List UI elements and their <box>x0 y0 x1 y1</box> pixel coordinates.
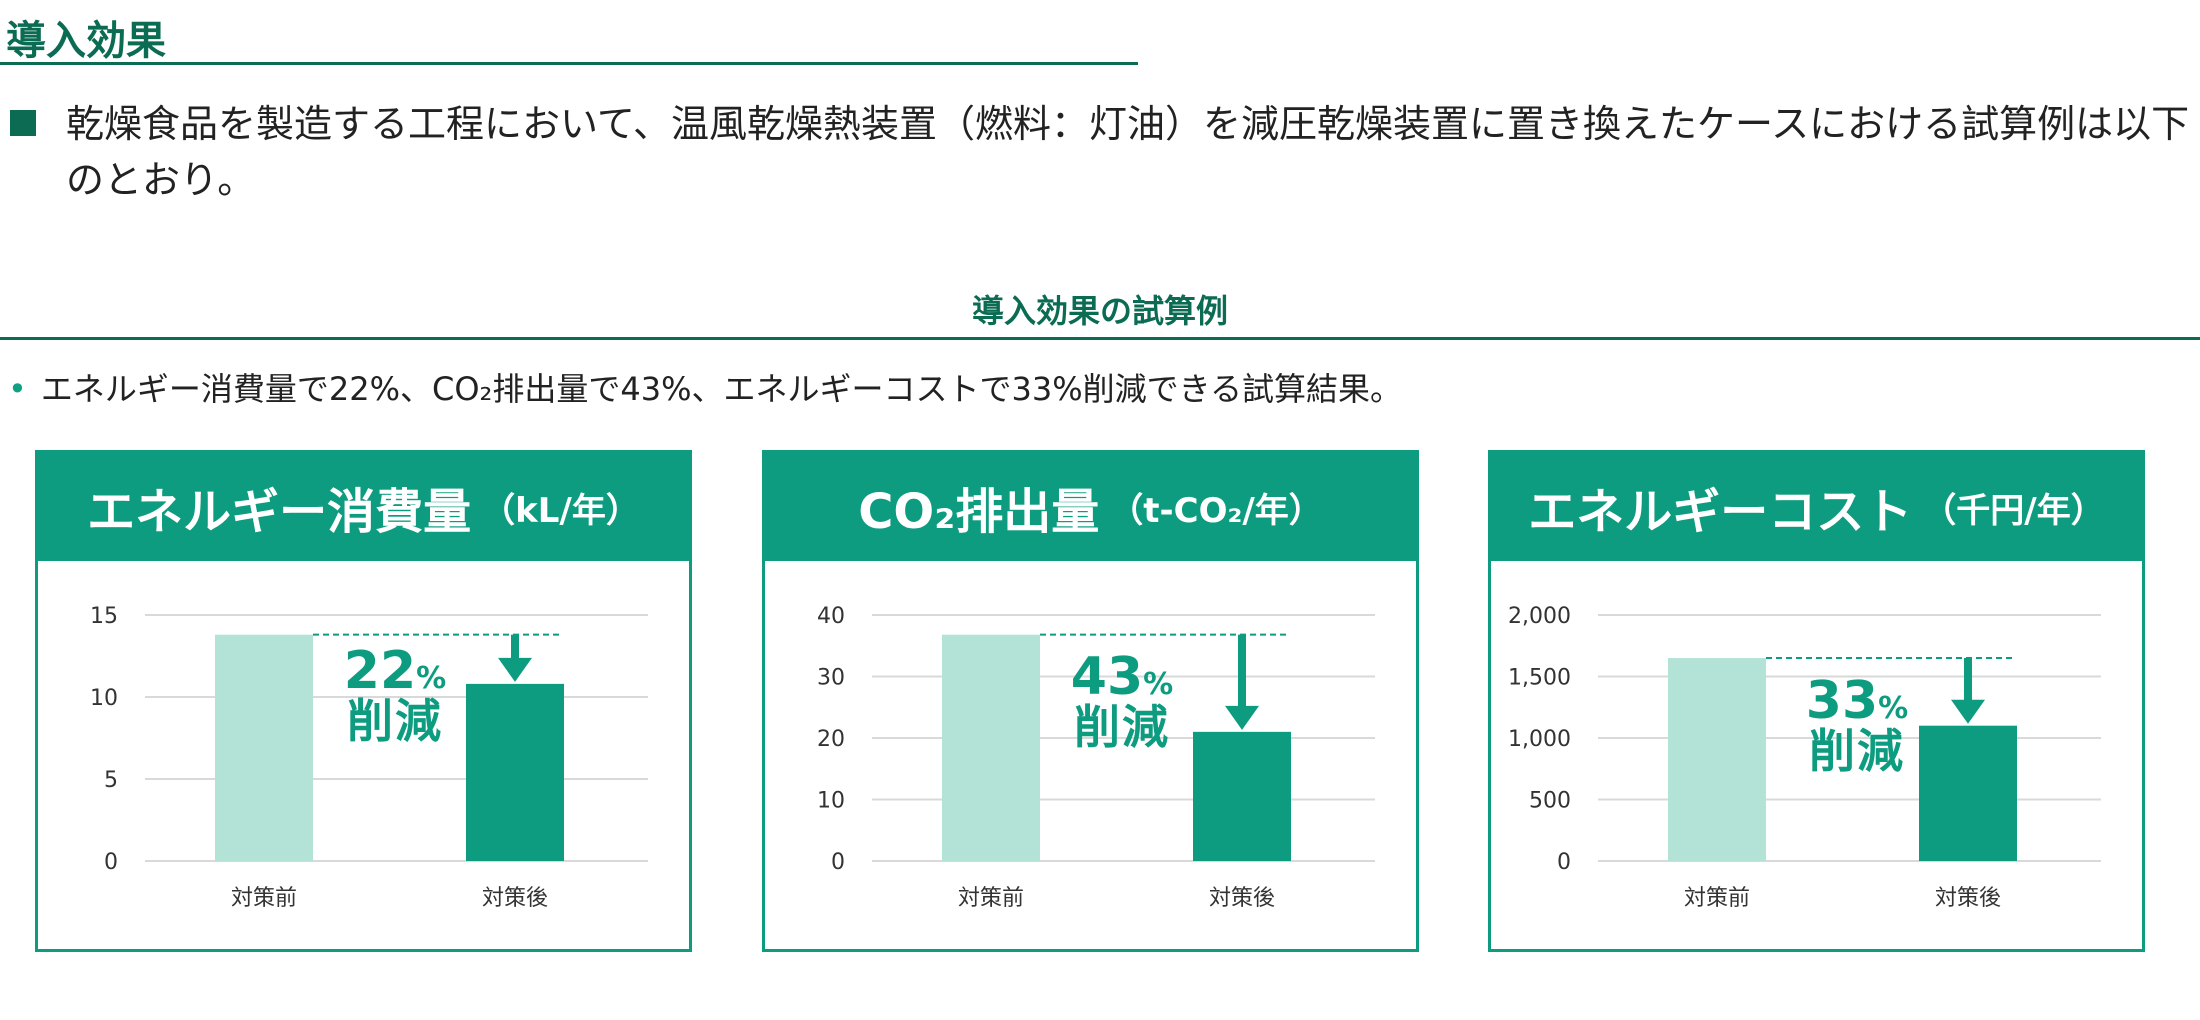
chart-panel-energy: エネルギー消費量 （kL/年） 0 5 10 15 対策前 対策後 22% 削減 <box>35 450 692 952</box>
panel-unit: （kL/年） <box>481 490 640 531</box>
panel-title: エネルギーコスト <box>1528 484 1913 540</box>
dot-bullet-icon: • <box>8 370 27 408</box>
intro-text: 乾燥食品を製造する工程において、温風乾燥熱装置（燃料：灯油）を減圧乾燥装置に置き… <box>66 102 2190 202</box>
x-category-label: 対策前 <box>958 886 1024 911</box>
y-tick-label: 20 <box>817 727 845 752</box>
y-tick-label: 10 <box>817 789 845 814</box>
y-tick-label: 30 <box>817 666 845 691</box>
panel-title: CO₂排出量 <box>858 484 1100 540</box>
summary-line: • エネルギー消費量で22%、CO₂排出量で43%、エネルギーコストで33%削減で… <box>8 364 1402 410</box>
reduction-value: 22 <box>343 641 417 701</box>
bar-chart-co2: 0 10 20 30 40 対策前 対策後 <box>817 604 1375 911</box>
down-arrow-icon <box>1951 699 1985 724</box>
y-tick-label: 2,000 <box>1508 604 1571 629</box>
y-tick-label: 15 <box>90 604 118 629</box>
down-arrow-icon <box>498 657 532 682</box>
page-title: 導入効果 <box>6 18 166 64</box>
y-tick-label: 500 <box>1529 789 1571 814</box>
reduction-percent: % <box>416 661 447 696</box>
title-divider <box>0 62 1138 65</box>
bar-after <box>1919 725 2017 861</box>
reduction-value: 43 <box>1070 647 1144 707</box>
bar-before <box>942 634 1040 861</box>
section-divider <box>0 337 2200 340</box>
panel-unit: （t-CO₂/年） <box>1109 490 1323 531</box>
y-tick-label: 10 <box>90 686 118 711</box>
chart-panel-cost: エネルギーコスト （千円/年） 0 500 1,000 1,500 2,000 対策前 対策後… <box>1488 450 2145 952</box>
chart-panel-co2: CO₂排出量 （t-CO₂/年） 0 10 20 30 40 対策前 対策後 43% 削減 <box>762 450 1419 952</box>
reduction-percent: % <box>1143 667 1174 702</box>
bar-chart-cost: 0 500 1,000 1,500 2,000 対策前 対策後 <box>1508 604 2101 911</box>
reduction-word: 削減 <box>1074 700 1170 755</box>
square-bullet-icon <box>10 110 36 136</box>
bar-before <box>215 634 313 861</box>
panel-header: エネルギーコスト （千円/年） <box>1491 453 2142 561</box>
y-tick-label: 40 <box>817 604 845 629</box>
y-tick-label: 5 <box>104 768 118 793</box>
reduction-value: 33 <box>1805 671 1879 731</box>
bar-chart-energy: 0 5 10 15 対策前 対策後 <box>90 604 648 911</box>
down-arrow-icon <box>1225 705 1259 730</box>
panel-header: エネルギー消費量 （kL/年） <box>38 453 689 561</box>
bar-after <box>1193 731 1291 861</box>
reduction-percent: % <box>1878 691 1909 726</box>
bar-after <box>466 683 564 861</box>
reduction-label: 22% 削減 <box>325 644 465 749</box>
reduction-label: 43% 削減 <box>1052 650 1192 755</box>
y-tick-label: 0 <box>104 850 118 875</box>
panel-title: エネルギー消費量 <box>87 484 472 540</box>
x-category-label: 対策後 <box>1209 886 1275 911</box>
x-category-label: 対策後 <box>482 886 548 911</box>
reduction-word: 削減 <box>347 694 443 749</box>
x-category-label: 対策後 <box>1935 886 2001 911</box>
bar-before <box>1668 658 1766 861</box>
summary-text: エネルギー消費量で22%、CO₂排出量で43%、エネルギーコストで33%削減でき… <box>40 370 1402 408</box>
y-tick-label: 1,000 <box>1508 727 1571 752</box>
section-title: 導入効果の試算例 <box>971 292 1228 330</box>
y-tick-label: 0 <box>1557 850 1571 875</box>
reduction-label: 33% 削減 <box>1787 674 1927 779</box>
y-tick-label: 0 <box>831 850 845 875</box>
x-category-label: 対策前 <box>1684 886 1750 911</box>
x-category-label: 対策前 <box>231 886 297 911</box>
panel-header: CO₂排出量 （t-CO₂/年） <box>765 453 1416 561</box>
intro-paragraph: 乾燥食品を製造する工程において、温風乾燥熱装置（燃料：灯油）を減圧乾燥装置に置き… <box>10 96 2190 208</box>
panel-unit: （千円/年） <box>1922 490 2105 531</box>
y-tick-label: 1,500 <box>1508 666 1571 691</box>
reduction-word: 削減 <box>1809 724 1905 779</box>
